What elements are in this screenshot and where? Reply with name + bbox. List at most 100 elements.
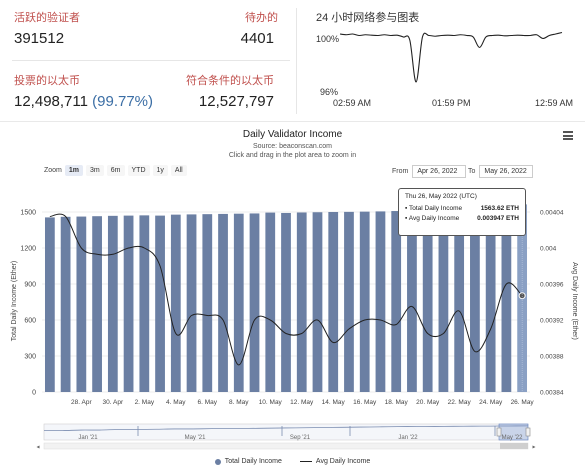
legend-avg-label: Avg Daily Income	[315, 458, 371, 465]
tooltip-avg-row: ▪ Avg Daily Income 0.003947 ETH	[405, 215, 519, 222]
income-bar[interactable]	[328, 212, 339, 392]
income-bar[interactable]	[281, 212, 291, 392]
y-tick-label: 600	[24, 318, 36, 325]
range-from-input[interactable]	[412, 165, 467, 178]
income-bar[interactable]	[170, 214, 181, 392]
daily-income-chart[interactable]: 0 300 600 900 1200 1500 0.00384 0.00388 0.00392 0…	[0, 180, 585, 420]
chart-navigator[interactable]: Jan '21 May '21 Sep '21 Jan '22 May '22 ◂ ▸	[0, 420, 585, 454]
income-bar[interactable]	[470, 209, 480, 392]
income-bar[interactable]	[454, 210, 465, 392]
x-tick-label: 26. May	[511, 399, 535, 406]
x-tick-label: 2. May	[135, 399, 155, 406]
y-tick-label: 1500	[20, 210, 36, 217]
zoom-1m-button[interactable]: 1m	[64, 165, 84, 176]
avg-income-line	[49, 213, 523, 366]
avg-income-point[interactable]	[518, 292, 526, 300]
pending-validators-value: 4401	[240, 30, 274, 47]
tooltip-avg-label: ▪ Avg Daily Income	[405, 215, 460, 222]
x-tick-label: 30. Apr	[103, 399, 124, 406]
y2-axis-title: Avg Daily Income (Ether)	[571, 262, 578, 340]
navigator-scrollbar-thumb[interactable]	[500, 443, 528, 449]
y-tick-label: 0	[32, 390, 36, 397]
zoom-6m-button[interactable]: 6m	[106, 165, 125, 176]
income-bar[interactable]	[438, 210, 449, 392]
legend-avg-income[interactable]: Avg Daily Income	[299, 458, 371, 465]
navigator-handle[interactable]	[496, 427, 502, 437]
income-bar[interactable]	[407, 210, 417, 392]
scroll-left-icon[interactable]: ◂	[36, 444, 39, 451]
navigator-scrollbar[interactable]	[43, 442, 529, 450]
navigator-label: Sep '21	[290, 435, 311, 441]
y-tick-label: 900	[24, 282, 36, 289]
income-bar[interactable]	[186, 214, 197, 392]
income-bar[interactable]	[422, 210, 433, 392]
legend-total-income[interactable]: Total Daily Income	[214, 458, 282, 465]
chart-source: Source: beaconscan.com	[253, 143, 332, 150]
income-bar[interactable]	[76, 216, 87, 392]
chart-tooltip: Thu 26, May 2022 (UTC) ▪ Total Daily Inc…	[398, 188, 526, 236]
tooltip-total-label: ▪ Total Daily Income	[405, 205, 463, 212]
participation-x-mid: 01:59 PM	[432, 98, 471, 108]
y2-tick-label: 0.00396	[540, 282, 564, 289]
income-bar[interactable]	[218, 213, 228, 392]
scroll-right-icon[interactable]: ▸	[532, 444, 535, 451]
x-tick-label: 12. May	[290, 399, 314, 406]
y2-tick-label: 0.00388	[540, 354, 564, 361]
y2-tick-label: 0.00392	[540, 318, 564, 325]
pending-validators-label: 待办的	[245, 12, 278, 24]
chart-zoom-hint: Click and drag in the plot area to zoom …	[228, 152, 357, 159]
eligible-eth-value: 12,527,797	[198, 93, 274, 110]
range-from: From	[392, 165, 467, 178]
income-bar[interactable]	[139, 215, 150, 392]
income-bar[interactable]	[375, 211, 386, 392]
income-bar[interactable]	[485, 209, 496, 392]
tooltip-total-value: 1563.62 ETH	[480, 205, 519, 212]
chart-legend: Total Daily Income Avg Daily Income	[0, 458, 585, 465]
income-bar[interactable]	[391, 211, 402, 392]
income-bar[interactable]	[344, 211, 354, 392]
staked-eth-amount: 12,498,711	[14, 93, 88, 110]
zoom-all-button[interactable]: All	[170, 165, 187, 176]
zoom-selector: Zoom 1m 3m 6m YTD 1y All	[44, 165, 187, 176]
range-to-input[interactable]	[479, 165, 534, 178]
range-from-label: From	[392, 168, 409, 175]
section-divider	[0, 121, 585, 122]
income-bar[interactable]	[359, 211, 370, 392]
menu-icon-bar	[563, 134, 573, 137]
legend-bar-swatch-icon	[214, 458, 221, 465]
y-tick-label: 300	[24, 354, 36, 361]
income-bar[interactable]	[501, 209, 512, 392]
navigator-handle[interactable]	[525, 427, 531, 437]
zoom-label: Zoom	[44, 167, 62, 174]
navigator-label: Jan '21	[78, 435, 98, 441]
tooltip-avg-value: 0.003947 ETH	[477, 215, 519, 222]
income-bar[interactable]	[44, 217, 55, 392]
menu-icon-bar	[563, 131, 573, 133]
income-bar[interactable]	[296, 212, 307, 392]
income-bar[interactable]	[60, 216, 71, 392]
staked-eth-value: 12,498,711 (99.77%)	[14, 93, 153, 110]
tooltip-date: Thu 26, May 2022 (UTC)	[405, 193, 477, 200]
income-bar[interactable]	[123, 215, 134, 392]
income-bar[interactable]	[92, 216, 102, 392]
zoom-ytd-button[interactable]: YTD	[127, 165, 150, 176]
x-tick-label: 4. May	[166, 399, 186, 406]
x-tick-label: 20. May	[416, 399, 440, 406]
tooltip-total-row: ▪ Total Daily Income 1563.62 ETH	[405, 205, 519, 212]
x-tick-label: 16. May	[353, 399, 377, 406]
income-bar[interactable]	[265, 212, 276, 392]
income-bar[interactable]	[312, 212, 323, 392]
legend-total-label: Total Daily Income	[224, 458, 282, 465]
income-bar[interactable]	[202, 214, 213, 392]
income-bar[interactable]	[107, 215, 118, 392]
hamburger-menu-icon[interactable]	[563, 131, 573, 140]
y-tick-label: 1200	[20, 246, 36, 253]
income-bar[interactable]	[249, 213, 260, 392]
active-validators-value: 391512	[14, 30, 65, 47]
zoom-3m-button[interactable]: 3m	[86, 165, 104, 176]
income-bar[interactable]	[155, 215, 165, 392]
staked-eth-percentage: (99.77%)	[92, 93, 154, 110]
stats-vertical-divider	[296, 8, 297, 114]
income-bar[interactable]	[233, 213, 244, 392]
zoom-1y-button[interactable]: 1y	[152, 165, 168, 176]
